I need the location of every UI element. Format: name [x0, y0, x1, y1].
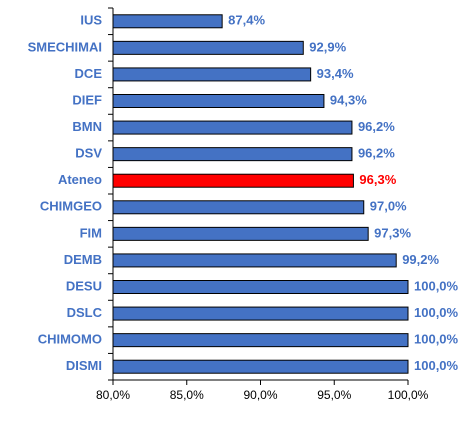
category-label: DEMB	[64, 252, 102, 267]
category-label: DISMI	[66, 358, 102, 373]
value-label: 92,9%	[309, 39, 346, 54]
bar	[112, 120, 353, 135]
value-label: 93,4%	[317, 66, 354, 81]
value-label: 100,0%	[414, 332, 459, 347]
category-label: SMECHIMAI	[28, 39, 102, 54]
value-label: 96,2%	[358, 146, 395, 161]
bar	[112, 40, 304, 55]
bar	[112, 333, 409, 348]
bar	[112, 94, 325, 108]
category-label: CHIMGEO	[40, 199, 102, 214]
bar	[112, 14, 223, 29]
x-tick-label: 80,0%	[96, 388, 130, 402]
value-label: 94,3%	[330, 92, 367, 107]
value-label: 99,2%	[402, 252, 439, 267]
category-label: DESU	[66, 278, 102, 293]
bar	[112, 306, 409, 321]
bar	[112, 147, 353, 162]
bar	[112, 253, 397, 268]
value-label: 87,4%	[228, 13, 265, 28]
category-label: CHIMOMO	[38, 332, 102, 347]
x-tick-label: 95,0%	[317, 388, 351, 402]
category-label: DIEF	[72, 92, 102, 107]
category-label: BMN	[72, 119, 102, 134]
category-label: DCE	[75, 66, 103, 81]
category-label: DSLC	[67, 305, 103, 320]
bar	[112, 200, 365, 215]
value-label: 100,0%	[414, 358, 459, 373]
category-label: FIM	[80, 225, 102, 240]
bar	[112, 67, 312, 82]
category-label: Ateneo	[58, 172, 102, 187]
bar	[112, 359, 409, 374]
value-label: 96,3%	[359, 172, 396, 187]
category-label: IUS	[80, 13, 102, 28]
bar	[112, 280, 409, 294]
x-tick-label: 100,0%	[388, 388, 429, 402]
value-label: 100,0%	[414, 305, 459, 320]
value-label: 97,3%	[374, 225, 411, 240]
value-label: 97,0%	[370, 199, 407, 214]
value-label: 100,0%	[414, 278, 459, 293]
value-label: 96,2%	[358, 119, 395, 134]
bar	[112, 173, 354, 188]
x-tick-label: 90,0%	[243, 388, 277, 402]
category-label: DSV	[75, 146, 102, 161]
bar	[112, 226, 369, 241]
x-tick-label: 85,0%	[170, 388, 204, 402]
